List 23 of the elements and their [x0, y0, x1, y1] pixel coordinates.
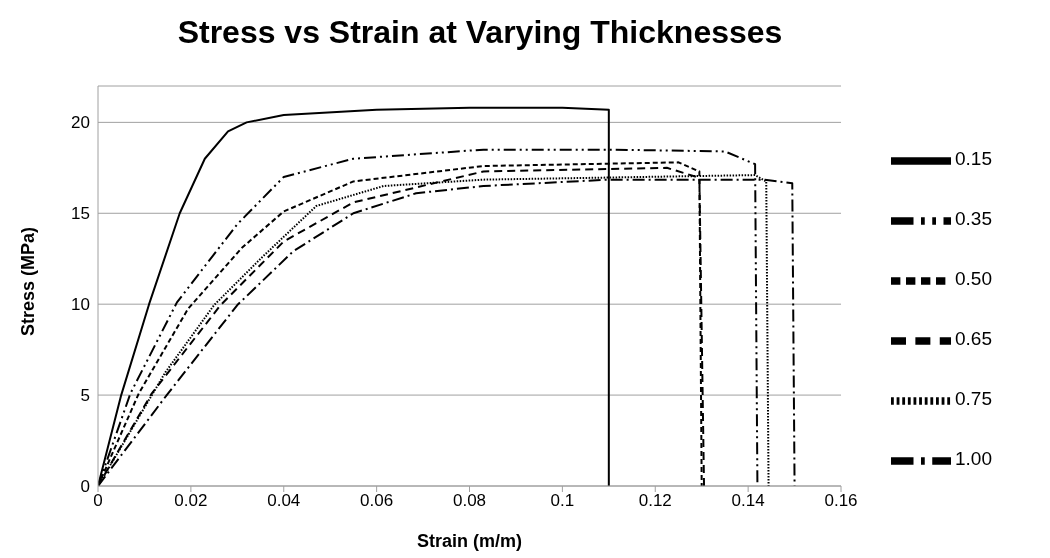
y-tick-label: 0: [80, 477, 90, 497]
x-tick-label: 0.02: [174, 491, 208, 511]
y-tick-label: 5: [80, 386, 90, 406]
x-tick-label: 0.14: [731, 491, 765, 511]
x-axis-title: Strain (m/m): [417, 530, 523, 551]
legend-label: 0.35: [955, 208, 992, 230]
y-tick-label: 20: [71, 113, 90, 133]
legend-label: 0.15: [955, 148, 992, 170]
x-tick-label: 0.06: [360, 491, 394, 511]
legend-label: 0.65: [955, 328, 992, 350]
x-tick-label: 0.04: [267, 491, 301, 511]
y-tick-label: 15: [71, 204, 90, 224]
legend-label: 1.00: [955, 448, 992, 470]
x-tick-label: 0.16: [824, 491, 858, 511]
chart-title: Stress vs Strain at Varying Thicknesses: [176, 13, 784, 52]
legend-label: 0.50: [955, 268, 992, 290]
x-tick-label: 0: [93, 491, 103, 511]
y-tick-label: 10: [71, 295, 90, 315]
x-tick-label: 0.12: [638, 491, 672, 511]
y-axis-title: Stress (MPa): [18, 226, 39, 336]
legend-label: 0.75: [955, 388, 992, 410]
x-tick-label: 0.1: [550, 491, 575, 511]
x-tick-label: 0.08: [452, 491, 487, 511]
